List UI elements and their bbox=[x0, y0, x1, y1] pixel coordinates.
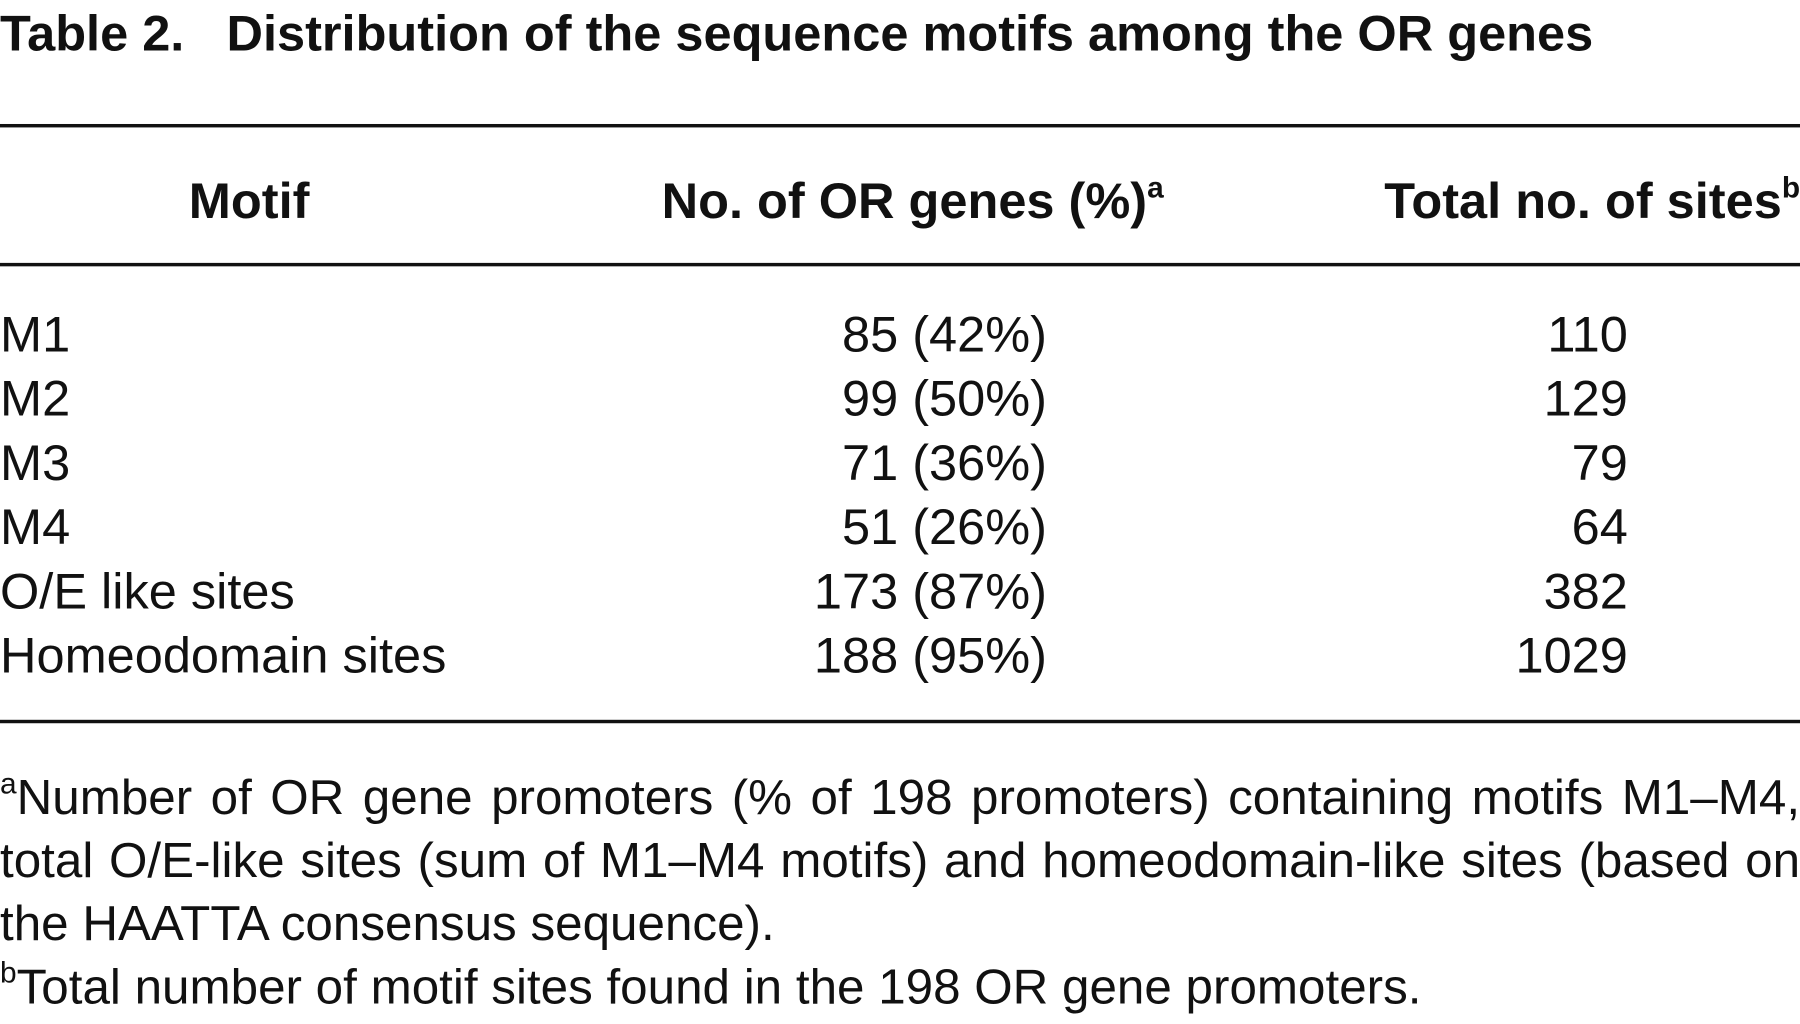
table-cell: 85 (42%) bbox=[842, 306, 1047, 363]
header-text: No. of OR genes (%) bbox=[661, 173, 1148, 230]
footnote-mark: b bbox=[0, 955, 17, 990]
table-cell: 99 (50%) bbox=[842, 370, 1047, 428]
table-cell: 173 (87%) bbox=[813, 563, 1047, 620]
table-title: Distribution of the sequence motifs amon… bbox=[226, 5, 1594, 62]
table-label: Table 2. bbox=[0, 5, 185, 62]
column-header: No. of OR genes (%)a bbox=[597, 172, 1228, 228]
header-text: Motif bbox=[188, 173, 310, 230]
table-cell: 129 bbox=[1543, 370, 1628, 428]
row-label: M1 bbox=[0, 306, 71, 363]
table-cell: 188 (95%) bbox=[813, 627, 1047, 685]
footnote: aNumber of OR gene promoters (% of 198 p… bbox=[0, 767, 1800, 956]
header-text: Total no. of sites bbox=[1384, 173, 1782, 230]
row-label: Homeodomain sites bbox=[0, 627, 447, 685]
table-cell: 71 (36%) bbox=[842, 435, 1047, 492]
table-cell: 79 bbox=[1571, 435, 1628, 492]
header-rule bbox=[0, 262, 1800, 267]
table-caption: Table 2. Distribution of the sequence mo… bbox=[0, 2, 1722, 65]
table-cell: 110 bbox=[1547, 306, 1628, 363]
column-header: Total no. of sitesb bbox=[1263, 172, 1800, 228]
row-label: O/E like sites bbox=[0, 563, 295, 620]
row-label: M3 bbox=[0, 435, 71, 492]
footnote-mark: a bbox=[0, 765, 17, 801]
bottom-rule bbox=[0, 719, 1800, 724]
row-label: M2 bbox=[0, 370, 71, 428]
table-cell: 1029 bbox=[1515, 627, 1628, 685]
header-note: a bbox=[1147, 169, 1164, 205]
footnote-text: Number of OR gene promoters (% of 198 pr… bbox=[0, 770, 1800, 952]
column-header: Motif bbox=[0, 176, 498, 228]
footnote: bTotal number of motif sites found in th… bbox=[0, 956, 1800, 1019]
row-label: M4 bbox=[0, 499, 71, 556]
header-note: b bbox=[1781, 169, 1800, 205]
table-cell: 51 (26%) bbox=[842, 499, 1047, 556]
top-rule bbox=[0, 123, 1800, 128]
table-cell: 64 bbox=[1571, 499, 1628, 556]
footnotes: aNumber of OR gene promoters (% of 198 p… bbox=[0, 767, 1800, 1020]
footnote-text: Total number of motif sites found in the… bbox=[16, 959, 1422, 1015]
table-cell: 382 bbox=[1543, 563, 1628, 620]
